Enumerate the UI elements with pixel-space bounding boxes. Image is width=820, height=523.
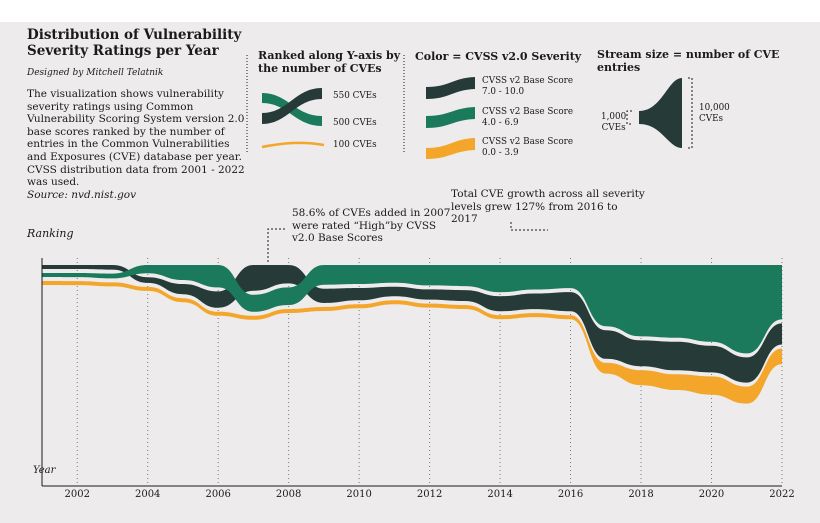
annotation-2007-line-2: were rated “High”by CVSS <box>292 219 437 232</box>
annotation-leaders <box>267 222 548 262</box>
stream-medium <box>42 265 782 354</box>
x-tick-2010: 2010 <box>346 489 372 500</box>
chart-title-line-2: Severity Ratings per Year <box>27 43 219 59</box>
size-legend-small-line-1: 1,000 <box>601 112 627 122</box>
x-axis-label: Year <box>33 465 56 476</box>
legend-rank-high-ribbon <box>262 88 322 124</box>
x-tick-2006: 2006 <box>205 489 231 500</box>
annotation-2016: Total CVE growth across all severity lev… <box>451 188 645 226</box>
x-tick-2004: 2004 <box>134 489 161 500</box>
streams <box>42 265 782 404</box>
legend-size-small-bracket <box>626 110 632 125</box>
annotation-2016-leader <box>510 222 548 231</box>
rank-legend-550: 550 CVEs <box>333 91 377 101</box>
size-legend-small: 1,000 CVEs <box>601 112 626 133</box>
color-legend-medium-line-1: CVSS v2 Base Score <box>482 107 574 117</box>
color-legend-high: CVSS v2 Base Score 7.0 - 10.0 <box>482 76 573 97</box>
x-tick-2008: 2008 <box>275 489 302 500</box>
stream-high <box>42 265 782 383</box>
color-legend-high-line-2: 7.0 - 10.0 <box>482 86 525 97</box>
color-legend-low-line-1: CVSS v2 Base Score <box>482 137 574 147</box>
annotation-2007-line-3: v2.0 Base Scores <box>292 232 383 244</box>
legend-color-high-swatch <box>426 77 475 99</box>
size-legend-heading: Stream size = number of CVE entries <box>597 48 780 74</box>
x-tick-2002: 2002 <box>64 489 90 500</box>
size-legend-large: 10,000 CVEs <box>699 103 730 124</box>
annotation-2016-line-3: 2017 <box>451 213 478 225</box>
legend-color-low-swatch <box>426 138 475 159</box>
legend-size-large-bracket <box>688 77 693 149</box>
rank-legend-500: 500 CVEs <box>333 118 377 128</box>
legend-color-medium-swatch <box>426 107 475 128</box>
legend-rank-low-line <box>261 141 325 149</box>
size-legend-large-line-2: CVEs <box>699 113 724 124</box>
color-legend-low: CVSS v2 Base Score 0.0 - 3.9 <box>482 137 573 158</box>
legend-size-stream <box>639 78 682 148</box>
x-tick-2014: 2014 <box>487 489 513 500</box>
x-tick-2018: 2018 <box>628 489 654 500</box>
color-legend-medium-line-2: 4.0 - 6.9 <box>482 117 519 128</box>
rank-legend-heading-line-1: Ranked along Y-axis by <box>258 49 401 62</box>
x-tick-2012: 2012 <box>416 489 443 500</box>
description: The visualization shows vulnerability se… <box>27 88 245 189</box>
rank-legend-100: 100 CVEs <box>333 140 377 150</box>
color-legend-heading: Color = CVSS v2.0 Severity <box>415 50 582 63</box>
annotation-2016-line-1: Total CVE growth across all severity <box>451 188 645 200</box>
source-note: Source: nvd.nist.gov <box>27 189 137 201</box>
chart-title: Distribution of Vulnerability Severity R… <box>27 27 247 59</box>
legend-graphics <box>246 55 693 159</box>
annotation-2016-line-2: levels grew 127% from 2016 to <box>451 200 618 213</box>
annotation-2007: 58.6% of CVEs added in 2007 were rated “… <box>292 207 450 245</box>
color-legend-medium: CVSS v2 Base Score 4.0 - 6.9 <box>482 107 573 128</box>
size-legend-small-line-2: CVEs <box>601 122 626 133</box>
x-tick-2022: 2022 <box>769 489 795 500</box>
y-axis-label: Ranking <box>27 227 74 240</box>
x-tick-2020: 2020 <box>698 489 725 500</box>
size-legend-large-line-1: 10,000 <box>699 103 730 113</box>
stream-low <box>42 281 782 404</box>
x-tick-2016: 2016 <box>557 489 584 500</box>
annotation-2007-line-1: 58.6% of CVEs added in 2007 <box>292 207 451 219</box>
chart-title-line-1: Distribution of Vulnerability <box>27 27 242 43</box>
color-legend-low-line-2: 0.0 - 3.9 <box>482 147 519 158</box>
byline: Designed by Mitchell Telatnik <box>27 68 164 78</box>
rank-legend-heading-line-2: the number of CVEs <box>258 62 382 75</box>
annotation-2007-leader <box>267 228 287 262</box>
rank-legend-heading: Ranked along Y-axis by the number of CVE… <box>258 49 400 75</box>
color-legend-high-line-1: CVSS v2 Base Score <box>482 76 574 86</box>
